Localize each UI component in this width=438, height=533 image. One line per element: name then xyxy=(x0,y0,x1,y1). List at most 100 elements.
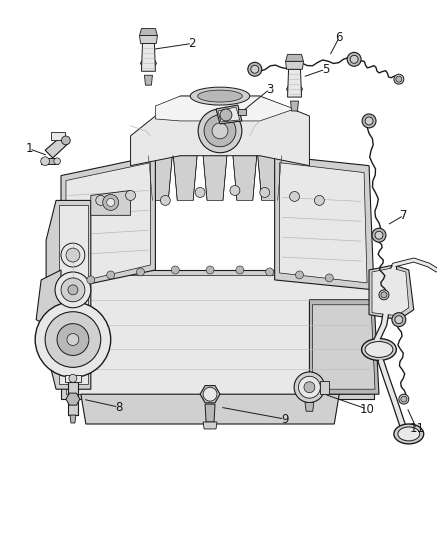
Polygon shape xyxy=(275,156,374,290)
Polygon shape xyxy=(50,132,65,140)
Polygon shape xyxy=(258,156,282,200)
Polygon shape xyxy=(140,36,157,43)
Circle shape xyxy=(401,396,407,402)
Circle shape xyxy=(220,109,232,121)
Polygon shape xyxy=(65,375,81,382)
Circle shape xyxy=(365,117,373,125)
Circle shape xyxy=(160,196,170,205)
Circle shape xyxy=(107,271,115,279)
Polygon shape xyxy=(41,158,58,165)
Circle shape xyxy=(212,123,228,139)
Polygon shape xyxy=(148,156,172,200)
Polygon shape xyxy=(233,156,257,200)
Circle shape xyxy=(266,268,274,276)
Polygon shape xyxy=(59,205,88,384)
Circle shape xyxy=(381,292,387,298)
Ellipse shape xyxy=(394,424,424,444)
Polygon shape xyxy=(286,82,303,96)
Circle shape xyxy=(290,191,300,201)
Polygon shape xyxy=(203,422,217,429)
Circle shape xyxy=(350,55,358,63)
Text: 6: 6 xyxy=(336,31,343,44)
Circle shape xyxy=(379,290,389,300)
Circle shape xyxy=(87,276,95,284)
Polygon shape xyxy=(131,96,309,166)
Circle shape xyxy=(41,157,49,166)
Circle shape xyxy=(298,376,320,398)
Text: 5: 5 xyxy=(321,63,329,76)
Ellipse shape xyxy=(198,90,242,102)
Ellipse shape xyxy=(398,427,420,441)
Polygon shape xyxy=(61,270,374,399)
Polygon shape xyxy=(141,43,155,71)
Circle shape xyxy=(392,313,406,327)
Circle shape xyxy=(69,374,77,382)
Circle shape xyxy=(204,115,236,147)
Circle shape xyxy=(96,196,106,205)
Circle shape xyxy=(395,316,403,324)
Text: 10: 10 xyxy=(360,402,374,416)
Text: 3: 3 xyxy=(266,83,273,95)
Text: 1: 1 xyxy=(25,142,33,155)
Circle shape xyxy=(236,266,244,274)
Circle shape xyxy=(325,274,333,282)
Polygon shape xyxy=(68,382,78,415)
Circle shape xyxy=(45,312,101,367)
Circle shape xyxy=(349,54,359,64)
Polygon shape xyxy=(286,61,304,69)
Ellipse shape xyxy=(61,136,70,145)
Polygon shape xyxy=(145,75,152,85)
Circle shape xyxy=(248,62,262,76)
Circle shape xyxy=(171,266,179,274)
Polygon shape xyxy=(205,404,215,422)
Circle shape xyxy=(203,387,217,401)
Circle shape xyxy=(107,198,115,206)
Polygon shape xyxy=(369,265,414,320)
Circle shape xyxy=(137,268,145,276)
Circle shape xyxy=(61,243,85,267)
Polygon shape xyxy=(305,402,314,411)
Polygon shape xyxy=(61,156,155,290)
Polygon shape xyxy=(46,200,91,389)
Circle shape xyxy=(126,190,135,200)
Polygon shape xyxy=(91,190,131,215)
Circle shape xyxy=(399,394,409,404)
Polygon shape xyxy=(372,268,409,316)
Circle shape xyxy=(375,231,383,239)
Text: 2: 2 xyxy=(188,37,196,50)
Text: 11: 11 xyxy=(409,423,424,435)
Polygon shape xyxy=(155,96,294,121)
Polygon shape xyxy=(290,101,298,111)
Circle shape xyxy=(54,158,60,165)
Polygon shape xyxy=(312,305,375,389)
Polygon shape xyxy=(279,163,367,283)
Circle shape xyxy=(294,372,325,402)
Polygon shape xyxy=(288,69,301,97)
Circle shape xyxy=(195,188,205,197)
Circle shape xyxy=(314,196,324,205)
Polygon shape xyxy=(66,393,80,405)
Circle shape xyxy=(296,271,304,279)
Circle shape xyxy=(351,56,357,62)
Circle shape xyxy=(304,382,315,393)
Polygon shape xyxy=(216,105,242,124)
Circle shape xyxy=(57,324,89,356)
Circle shape xyxy=(347,52,361,66)
Ellipse shape xyxy=(362,338,396,360)
Polygon shape xyxy=(200,385,220,403)
Circle shape xyxy=(396,76,402,82)
Circle shape xyxy=(376,232,382,238)
Polygon shape xyxy=(66,275,369,394)
Polygon shape xyxy=(36,270,61,325)
Polygon shape xyxy=(66,163,150,285)
Circle shape xyxy=(362,114,376,128)
Circle shape xyxy=(55,272,91,308)
Polygon shape xyxy=(81,394,339,424)
Circle shape xyxy=(103,195,119,211)
Text: 7: 7 xyxy=(400,209,408,222)
Circle shape xyxy=(374,230,384,240)
Polygon shape xyxy=(309,300,379,394)
Text: 8: 8 xyxy=(115,401,122,414)
Polygon shape xyxy=(45,136,69,158)
Polygon shape xyxy=(141,56,156,70)
